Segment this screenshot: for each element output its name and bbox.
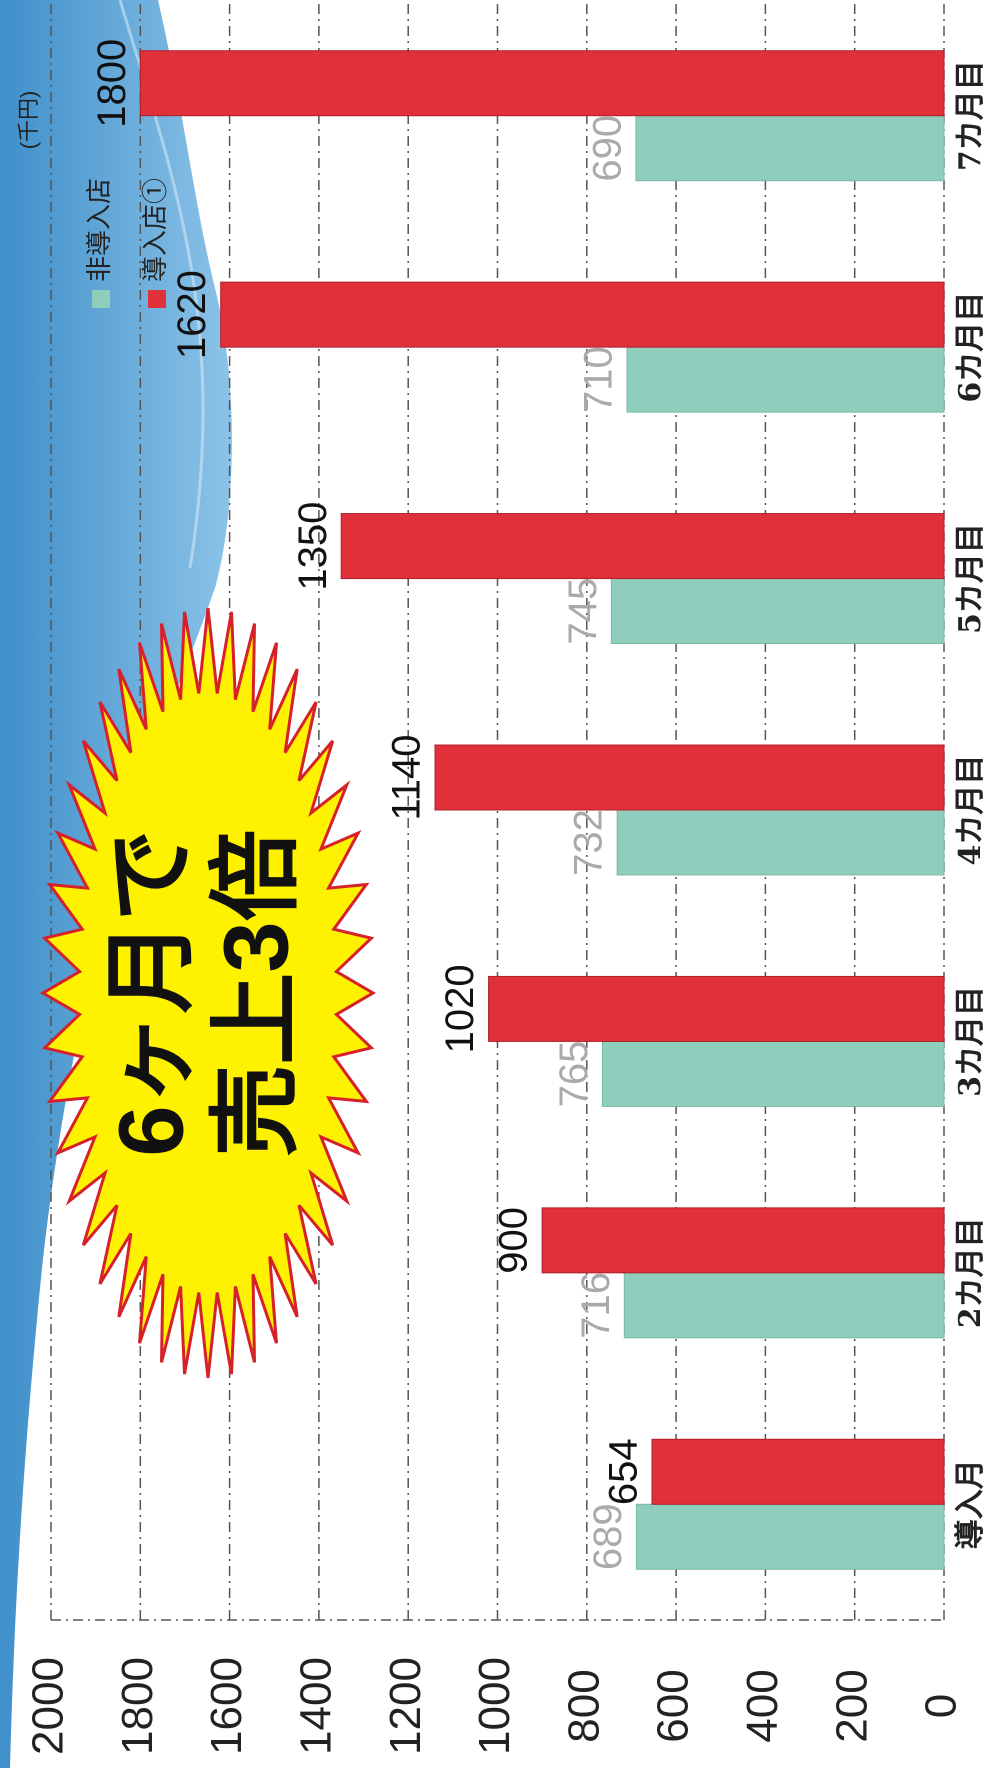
bar [139, 50, 945, 117]
bar [635, 115, 945, 182]
bar [626, 346, 945, 413]
value-label: 1350 [291, 502, 335, 591]
value-label: 745 [561, 578, 605, 645]
x-tick-label: 導入月 [953, 1459, 988, 1549]
value-label: 1020 [438, 964, 482, 1053]
bar [616, 809, 945, 876]
bar [340, 513, 945, 580]
value-label: 1800 [90, 39, 134, 128]
legend-swatch [92, 290, 110, 308]
x-tick-label: 7カ月目 [953, 60, 988, 171]
y-tick-label: 1200 [381, 1657, 430, 1755]
y-tick-label: 600 [649, 1669, 698, 1742]
unit-label: (千円) [16, 91, 41, 150]
annotation: 6ヶ月で [100, 829, 202, 1156]
value-label: 689 [586, 1503, 630, 1570]
y-tick-label: 1000 [470, 1657, 519, 1755]
bar [220, 281, 945, 348]
value-label: 900 [492, 1207, 536, 1274]
bar [623, 1272, 945, 1339]
y-tick-label: 1800 [113, 1657, 162, 1755]
value-label: 716 [574, 1272, 618, 1339]
bar [651, 1438, 945, 1505]
bar [488, 975, 945, 1042]
value-label: 1620 [170, 270, 214, 359]
bar [610, 578, 945, 645]
x-tick-label: 6カ月目 [953, 292, 988, 403]
x-tick-label: 4カ月目 [953, 755, 988, 866]
x-tick-label: 2カ月目 [953, 1217, 988, 1328]
y-tick-label: 1600 [202, 1657, 251, 1755]
value-label: 732 [567, 809, 611, 876]
value-label: 654 [602, 1438, 646, 1505]
value-label: 765 [552, 1041, 596, 1108]
starburst [40, 607, 376, 1379]
y-tick-label: 1400 [292, 1657, 341, 1755]
y-tick-label: 2000 [24, 1657, 73, 1755]
x-tick-label: 3カ月目 [953, 986, 988, 1097]
background-wave [0, 0, 232, 1768]
y-tick-label: 0 [917, 1694, 966, 1718]
legend-label: 導入店① [141, 178, 171, 282]
y-tick-label: 400 [738, 1669, 787, 1742]
y-tick-label: 800 [559, 1669, 608, 1742]
legend-swatch [148, 290, 166, 308]
value-label: 710 [577, 346, 621, 413]
bar [601, 1040, 945, 1107]
value-label: 690 [585, 115, 629, 182]
bar [434, 744, 945, 811]
value-label: 1140 [385, 734, 429, 820]
x-tick-label: 5カ月目 [953, 523, 988, 634]
annotation: 売上3倍 [205, 829, 307, 1156]
legend-label: 非導入店 [85, 178, 115, 282]
y-tick-label: 200 [827, 1669, 876, 1742]
bar [541, 1207, 945, 1274]
bar [635, 1503, 945, 1570]
